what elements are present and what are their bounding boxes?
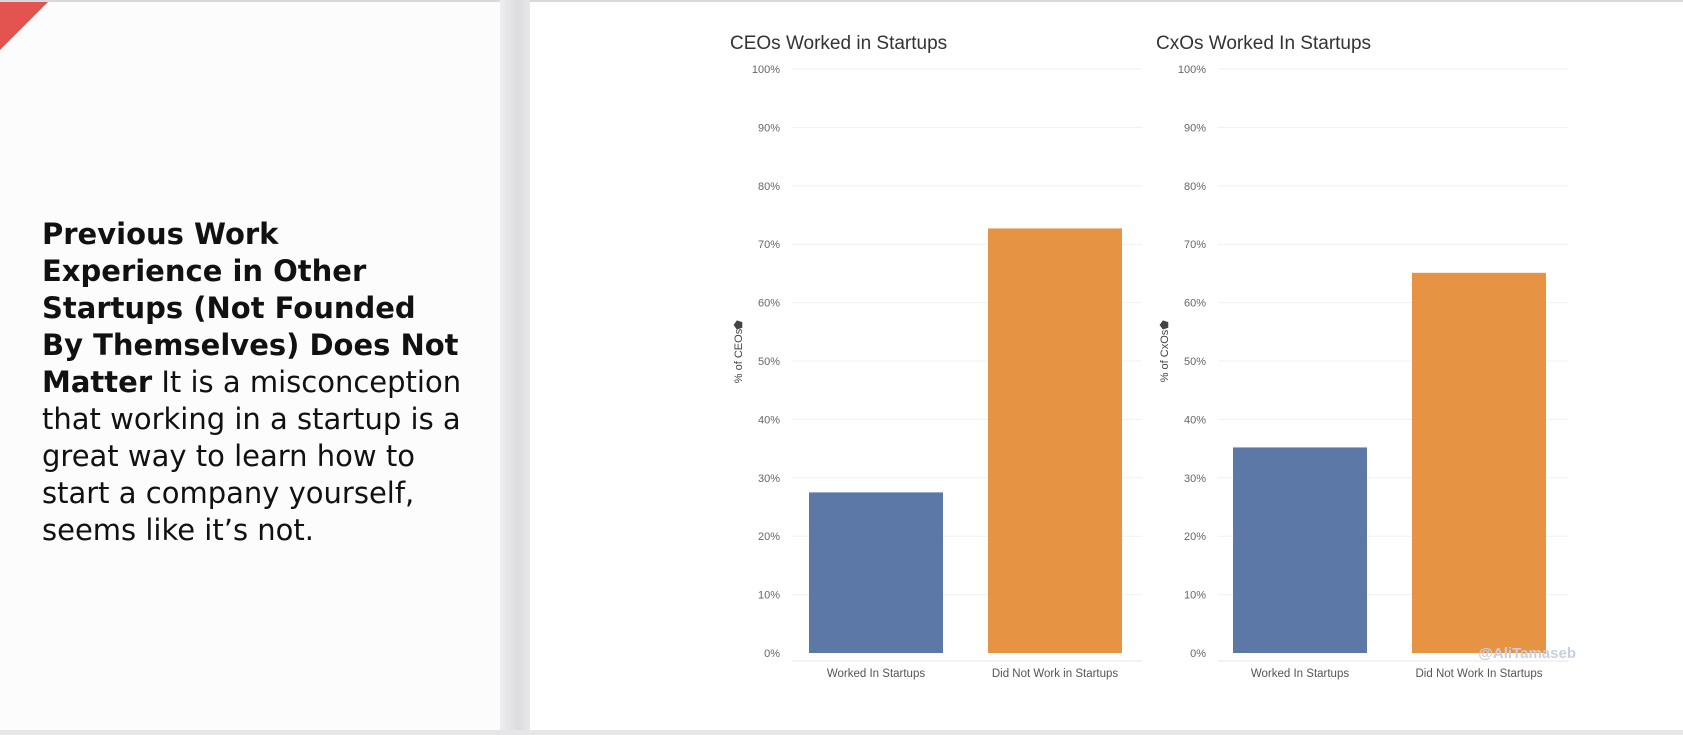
y-tick-label: 60% (758, 298, 780, 310)
x-category-label: Did Not Work In Startups (1416, 668, 1543, 680)
y-tick-label: 0% (764, 648, 780, 660)
bar (1233, 447, 1367, 653)
x-category-label: Worked In Startups (1251, 668, 1349, 680)
y-tick-label: 20% (758, 531, 780, 543)
y-tick-label: 10% (1184, 590, 1206, 602)
y-tick-label: 80% (758, 181, 780, 193)
bar (988, 228, 1122, 653)
headline: Previous Work Experience in Other Startu… (42, 217, 459, 399)
y-tick-label: 50% (758, 356, 780, 368)
accent-corner (0, 2, 48, 50)
y-tick-label: 100% (752, 64, 780, 76)
watermark: @AliTamaseb (1478, 645, 1576, 662)
panel-divider (500, 0, 530, 730)
y-tick-label: 10% (758, 590, 780, 602)
x-category-label: Worked In Startups (827, 668, 925, 680)
y-tick-label: 90% (1184, 122, 1206, 134)
y-tick-label: 40% (758, 414, 780, 426)
charts-svg: CEOs Worked in Startups 0% 10% 20% 30% 40% 50%… (730, 33, 1576, 680)
y-tick-label: 0% (1190, 648, 1206, 660)
y-tick-label: 70% (1184, 239, 1206, 251)
y-axis-title: % of CEOs (733, 328, 745, 383)
body-text: It is a misconception that working in a … (42, 365, 462, 547)
y-tick-label: 50% (1184, 356, 1206, 368)
y-tick-label: 70% (758, 239, 780, 251)
y-tick-label: 40% (1184, 414, 1206, 426)
y-tick-label: 30% (1184, 473, 1206, 485)
y-axis-title: % of CxOs (1159, 329, 1171, 382)
x-category-label: Did Not Work in Startups (992, 668, 1119, 680)
description-text: Previous Work Experience in Other Startu… (42, 216, 462, 549)
bar (1412, 272, 1546, 653)
y-tick-label: 90% (758, 122, 780, 134)
chart-title: CxOs Worked In Startups (1156, 33, 1371, 54)
top-border (0, 0, 1683, 2)
y-tick-label: 20% (1184, 531, 1206, 543)
y-tick-label: 80% (1184, 181, 1206, 193)
pin-icon: ⬟ (1159, 320, 1171, 330)
description-panel: Previous Work Experience in Other Startu… (0, 2, 500, 730)
chart-1: CEOs Worked in Startups 0% 10% 20% 30% 40% 50%… (730, 33, 1142, 680)
y-tick-label: 60% (1184, 298, 1206, 310)
chart-2: CxOs Worked In Startups 0% 10% 20% 30% 40% 50%… (1156, 33, 1568, 680)
chart-title: CEOs Worked in Startups (730, 33, 947, 54)
y-tick-label: 100% (1178, 64, 1206, 76)
charts-panel: CEOs Worked in Startups 0% 10% 20% 30% 40% 50%… (530, 2, 1683, 730)
bar (809, 492, 943, 653)
pin-icon: ⬟ (733, 320, 745, 330)
y-tick-label: 30% (758, 473, 780, 485)
